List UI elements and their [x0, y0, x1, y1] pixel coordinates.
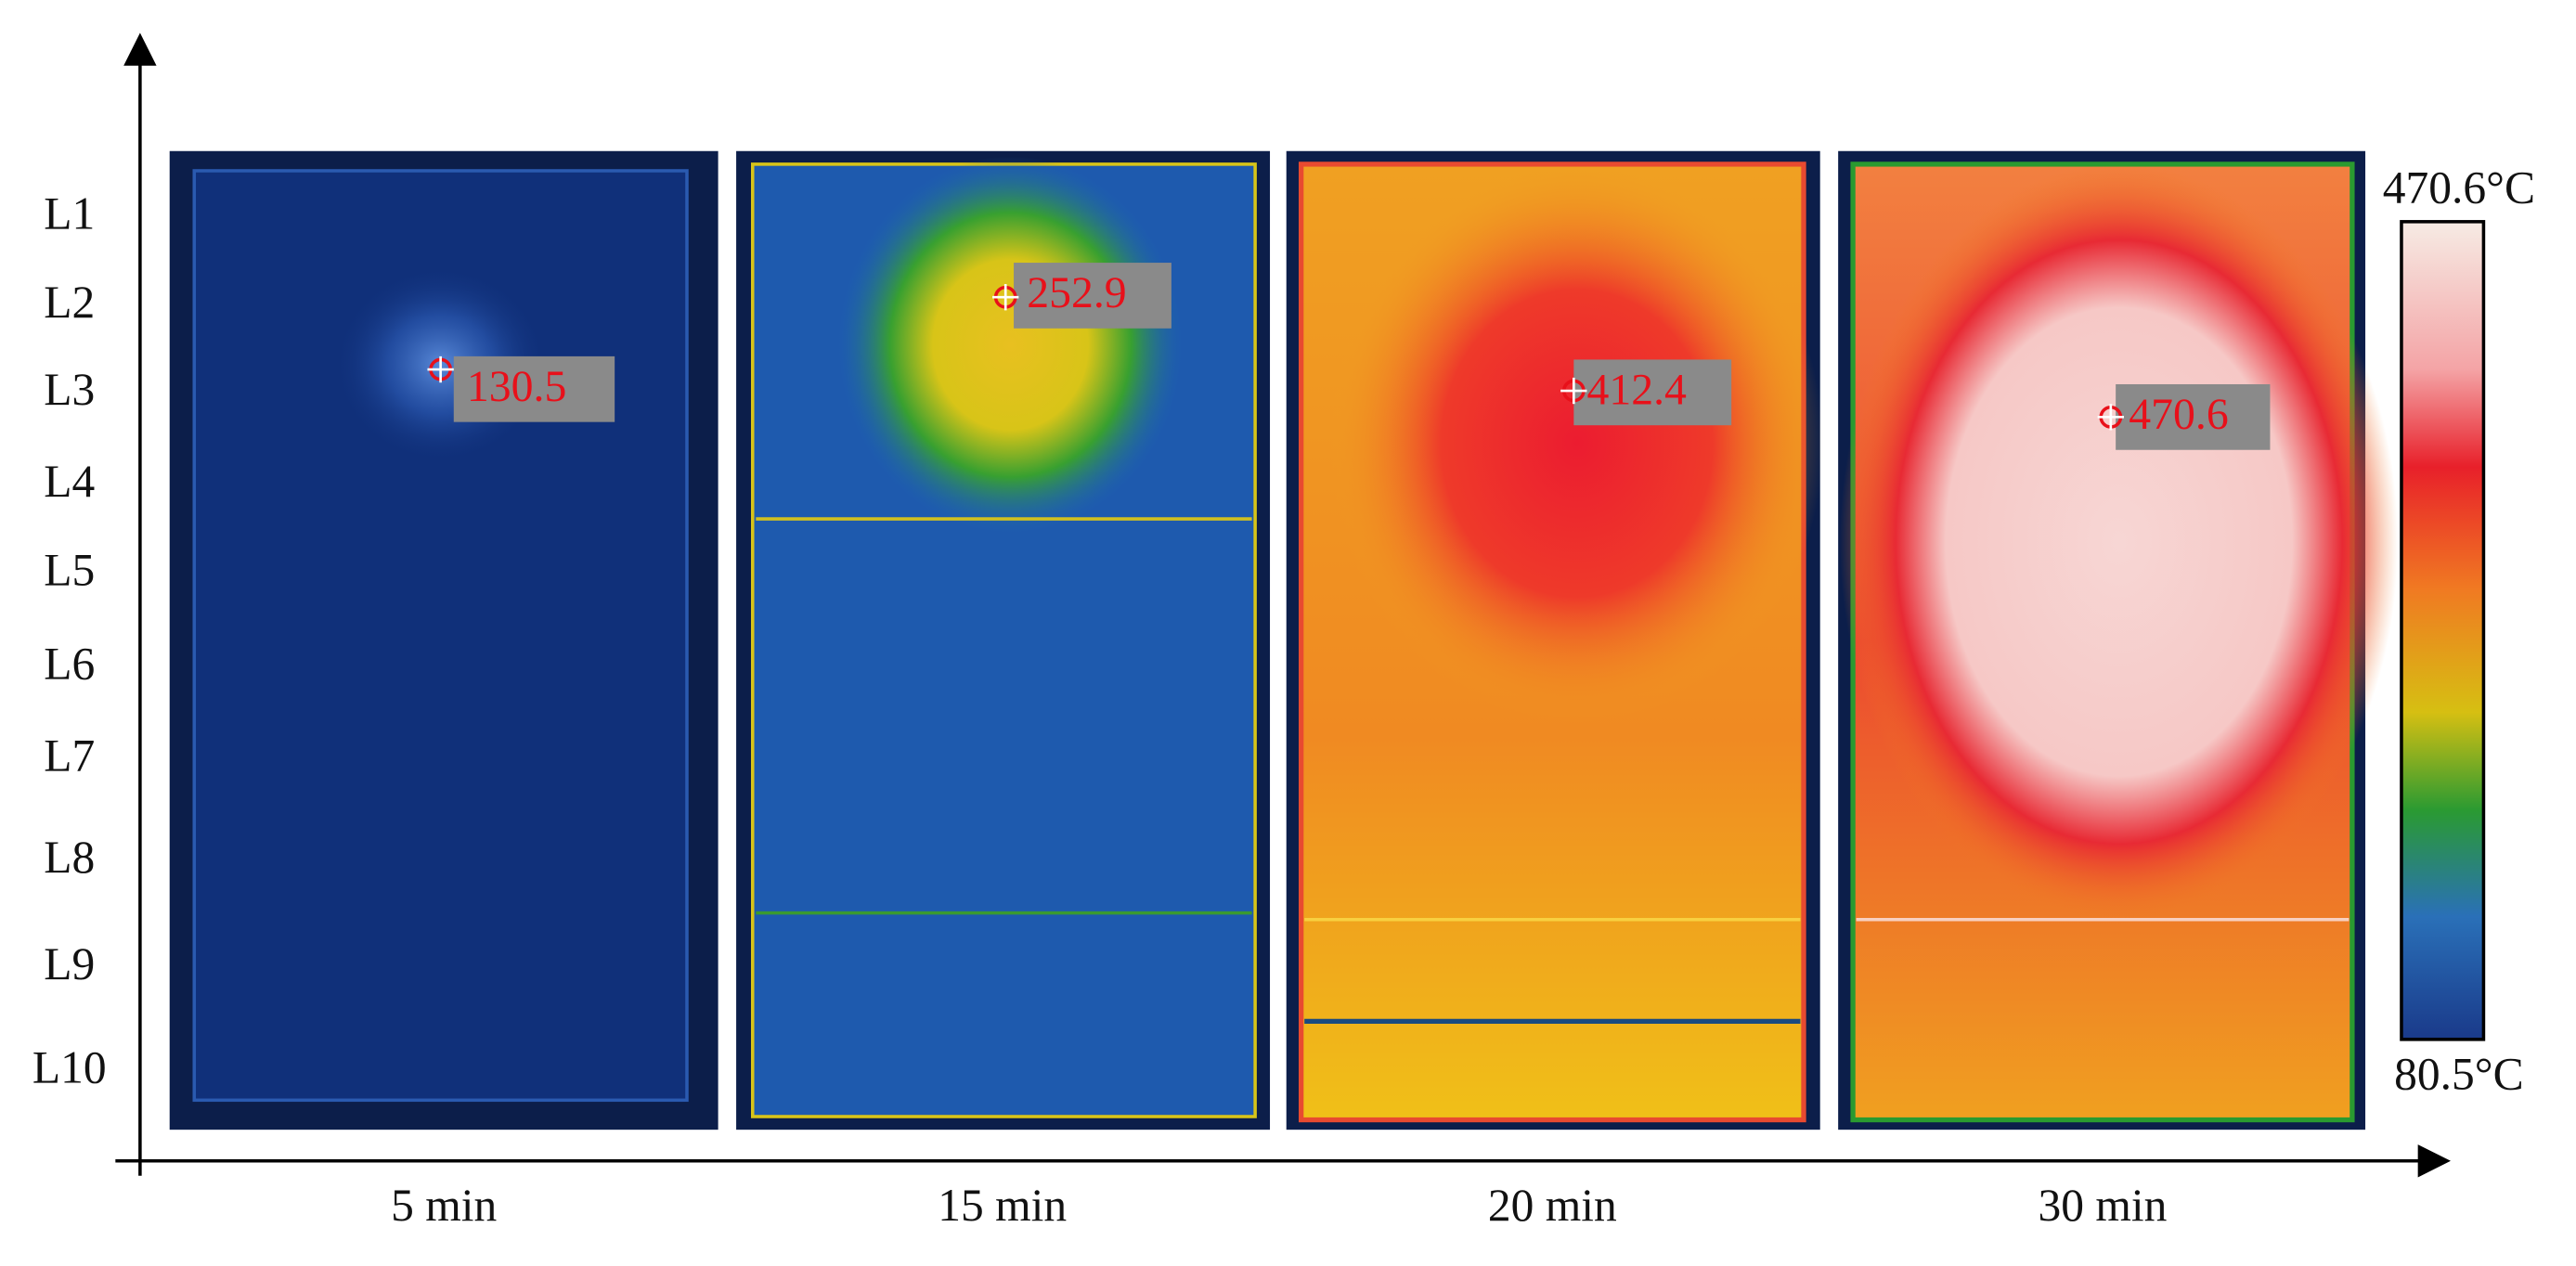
colorbar-min: 80.5°C [2394, 1049, 2523, 1100]
colorbar-max: 470.6°C [2383, 161, 2535, 213]
time-label: 30 min [2039, 1180, 2168, 1231]
row-label: L10 [32, 1042, 107, 1093]
row-label: L8 [44, 832, 95, 883]
peak-box [2116, 383, 2271, 450]
peak-box [453, 355, 615, 422]
peak-box [1014, 263, 1171, 329]
time-label: 20 min [1488, 1180, 1617, 1231]
thermal-image [1838, 150, 2399, 1130]
row-label: L6 [44, 638, 95, 689]
row-label: L7 [44, 730, 95, 781]
colorbar: 470.6°C 80.5°C [2383, 161, 2535, 1099]
row-label: L4 [44, 456, 95, 507]
row-label: L2 [44, 277, 95, 328]
time-label: 15 min [938, 1180, 1067, 1231]
thermal-image [169, 150, 718, 1130]
row-label: L3 [44, 364, 95, 415]
peak-value: 412.4 [1586, 366, 1687, 415]
panels [169, 150, 2399, 1130]
row-label: L5 [44, 545, 95, 596]
row-label: L9 [44, 938, 95, 989]
peak-value: 252.9 [1027, 268, 1126, 317]
peak-value: 130.5 [467, 362, 566, 411]
colorbar-scale [2400, 220, 2486, 1041]
thermal-image [1286, 150, 1824, 1130]
peak-value: 470.6 [2129, 390, 2228, 439]
axes [115, 32, 2452, 1178]
time-label: 5 min [391, 1180, 497, 1231]
row-label: L1 [44, 188, 95, 239]
peak-box [1573, 359, 1732, 426]
